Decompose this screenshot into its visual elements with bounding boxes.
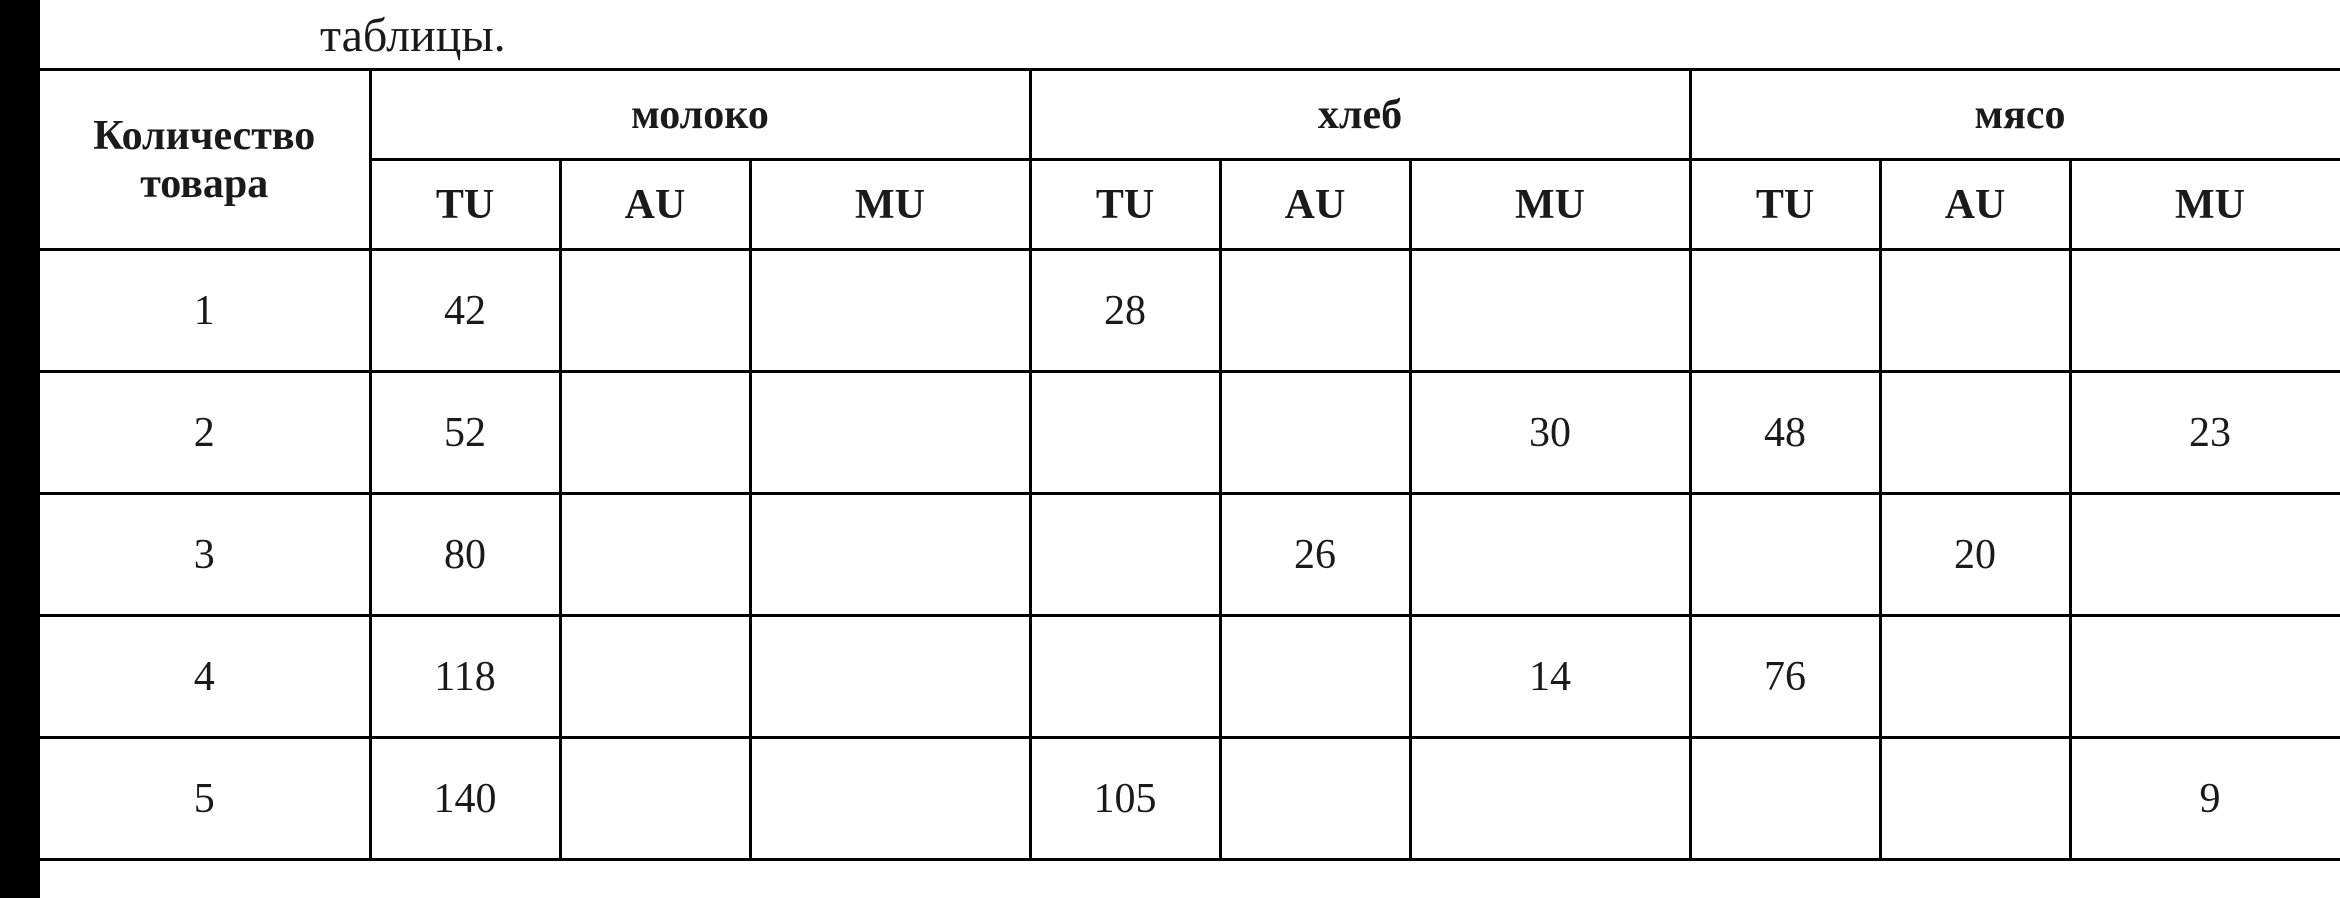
cell xyxy=(560,494,750,616)
document-content: таблицы. Количество товара молоко хлеб м… xyxy=(40,0,2340,898)
cell xyxy=(1030,372,1220,494)
cell xyxy=(2070,494,2340,616)
cell xyxy=(750,494,1030,616)
header-product-0: молоко xyxy=(370,70,1030,160)
header-product-2: мясо xyxy=(1690,70,2340,160)
cell xyxy=(1030,494,1220,616)
header-quantity: Количество товара xyxy=(40,70,370,250)
cell-qty: 4 xyxy=(40,616,370,738)
cell xyxy=(1220,616,1410,738)
cell-qty: 1 xyxy=(40,250,370,372)
cell: 23 xyxy=(2070,372,2340,494)
header-sub: MU xyxy=(750,160,1030,250)
table-row: 4 118 14 76 xyxy=(40,616,2340,738)
cell xyxy=(1410,250,1690,372)
cell: 28 xyxy=(1030,250,1220,372)
cell xyxy=(1880,738,2070,860)
cell: 26 xyxy=(1220,494,1410,616)
header-sub: MU xyxy=(2070,160,2340,250)
table-row: 2 52 30 48 23 xyxy=(40,372,2340,494)
cell xyxy=(750,372,1030,494)
cell xyxy=(1410,494,1690,616)
header-sub: TU xyxy=(1690,160,1880,250)
cell-qty: 5 xyxy=(40,738,370,860)
header-sub: AU xyxy=(1220,160,1410,250)
cell xyxy=(560,616,750,738)
table-row: 5 140 105 9 xyxy=(40,738,2340,860)
cell xyxy=(560,372,750,494)
header-sub: MU xyxy=(1410,160,1690,250)
header-sub: TU xyxy=(1030,160,1220,250)
cell xyxy=(750,738,1030,860)
cell xyxy=(2070,250,2340,372)
cell-qty: 3 xyxy=(40,494,370,616)
cell xyxy=(1220,250,1410,372)
cell: 48 xyxy=(1690,372,1880,494)
header-product-1: хлеб xyxy=(1030,70,1690,160)
cell xyxy=(1220,372,1410,494)
cell xyxy=(560,250,750,372)
cell: 20 xyxy=(1880,494,2070,616)
cell xyxy=(1690,250,1880,372)
cell-qty: 2 xyxy=(40,372,370,494)
header-sub: AU xyxy=(560,160,750,250)
header-sub: TU xyxy=(370,160,560,250)
cell xyxy=(1880,616,2070,738)
cell xyxy=(750,250,1030,372)
fragment-title: таблицы. xyxy=(40,0,2340,68)
cell: 42 xyxy=(370,250,560,372)
left-black-bar xyxy=(0,0,40,898)
cell: 30 xyxy=(1410,372,1690,494)
cell xyxy=(1880,372,2070,494)
cell: 118 xyxy=(370,616,560,738)
utility-table: Количество товара молоко хлеб мясо TU AU… xyxy=(40,68,2340,861)
cell xyxy=(1410,738,1690,860)
cell xyxy=(1030,616,1220,738)
table-row: 1 42 28 xyxy=(40,250,2340,372)
cell: 140 xyxy=(370,738,560,860)
cell: 105 xyxy=(1030,738,1220,860)
cell xyxy=(1690,738,1880,860)
cell: 9 xyxy=(2070,738,2340,860)
cell xyxy=(1690,494,1880,616)
cell: 14 xyxy=(1410,616,1690,738)
table-body: 1 42 28 2 52 30 48 23 xyxy=(40,250,2340,860)
cell xyxy=(560,738,750,860)
table-row: 3 80 26 20 xyxy=(40,494,2340,616)
cell: 76 xyxy=(1690,616,1880,738)
cell xyxy=(750,616,1030,738)
cell xyxy=(2070,616,2340,738)
cell: 80 xyxy=(370,494,560,616)
cell xyxy=(1220,738,1410,860)
header-sub: AU xyxy=(1880,160,2070,250)
cell: 52 xyxy=(370,372,560,494)
cell xyxy=(1880,250,2070,372)
